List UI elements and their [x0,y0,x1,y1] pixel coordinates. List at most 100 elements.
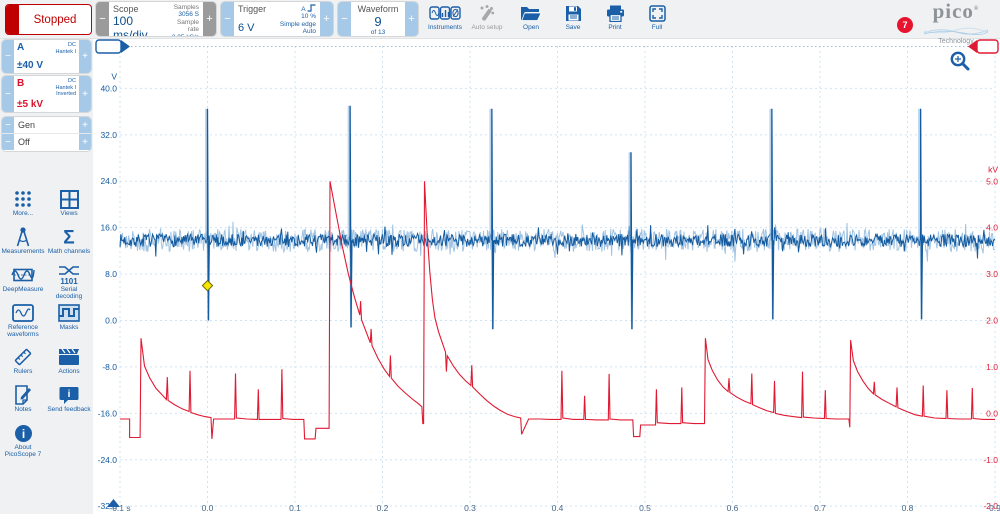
waveform-title: Waveform [358,4,399,14]
channel-b-panel[interactable]: − B DC Hantek I Inverted ±5 kV + [2,76,91,112]
print-button[interactable]: Print [594,3,636,35]
sidebar-item-actions[interactable]: Actions [46,346,92,384]
notification-badge[interactable]: 7 [897,17,913,33]
channel-a-panel[interactable]: − A DC Hantek I ±40 V + [2,40,91,73]
save-button[interactable]: Save [552,3,594,35]
deepmeasure-icon [11,264,35,286]
svg-text:40.0: 40.0 [100,83,117,93]
scope-view[interactable]: V40.032.024.016.08.00.0-8.0-16.0-24.0-32… [93,38,1000,514]
channel-a-spike [921,109,923,320]
trigger-marker[interactable] [202,281,212,291]
scope-title: Scope [113,4,167,14]
channel-b-increase-button[interactable]: + [79,76,91,112]
svg-text:-8.0: -8.0 [102,362,117,372]
notes-icon [14,384,32,406]
sidebar-item-reference-waveforms[interactable]: Reference waveforms [0,302,46,346]
toolbar: Stopped − Scope 100 ms/div Samples 3056 … [0,0,1000,39]
channel-a-coupling: DC [68,42,76,48]
svg-text:2.0: 2.0 [986,316,998,326]
svg-text:4.0: 4.0 [986,223,998,233]
sidebar-item-more[interactable]: More... [0,188,46,226]
svg-text:0.3: 0.3 [464,503,476,513]
logo-waves [924,27,988,35]
trigger-decrease-button[interactable]: − [221,2,234,36]
ruler-icon [13,346,33,368]
zoom-tool-icon[interactable] [952,53,968,69]
stopped-indicator [6,5,19,34]
channel-b-probe: Hantek I [56,85,76,91]
sidebar-item-rulers[interactable]: Rulers [0,346,46,384]
trigger-increase-button[interactable]: + [320,2,333,36]
channel-b-mode: Inverted [56,91,76,97]
registered-mark: ® [974,6,979,12]
channel-a-axis-arrow[interactable] [121,40,130,53]
channel-a-spike [772,109,774,320]
sidebar-item-views[interactable]: Views [46,188,92,226]
waveform-plot[interactable]: V40.032.024.016.08.00.0-8.0-16.0-24.0-32… [93,38,1000,514]
svg-text:0.0: 0.0 [105,316,117,326]
trigger-sweep: Auto [280,28,316,35]
auto-setup-wand-icon [478,3,496,23]
serial-decoding-icon: 1101 [57,264,81,286]
sidebar-item-serial-decoding[interactable]: 1101Serial decoding [46,264,92,302]
sigma-icon: Σ [60,226,78,248]
svg-text:Σ: Σ [63,228,74,248]
stopped-button[interactable]: Stopped [5,4,92,35]
full-screen-button[interactable]: Full [636,3,678,35]
open-button[interactable]: Open [510,3,552,35]
sidebar-item-deepmeasure[interactable]: DeepMeasure [0,264,46,302]
channel-b-coupling: DC [68,78,76,84]
channel-b-decrease-button[interactable]: − [2,76,14,112]
trigger-panel: − Trigger 6 V A 10 % Simple edge Auto + [221,2,333,36]
auto-setup-button[interactable]: Auto setup [466,3,508,35]
reference-waveforms-icon [12,302,34,324]
gen-state-increase-button[interactable]: + [79,134,91,150]
gen-state-decrease-button[interactable]: − [2,134,14,150]
svg-text:0.8: 0.8 [902,503,914,513]
time-axis-labels: -0.1 s0.00.10.20.30.40.50.60.70.80.9 [109,503,1000,513]
channel-b-name: B [17,78,24,98]
actions-clapper-icon [58,346,80,368]
sample-rate-label: Sample rate [167,19,199,34]
channel-a-axis-handle[interactable] [96,40,121,53]
instruments-button[interactable]: Instruments [424,3,466,35]
open-folder-icon [520,3,542,23]
scope-panel: − Scope 100 ms/div Samples 3056 S Sample… [96,2,216,36]
sidebar-item-measurements[interactable]: Measurements [0,226,46,264]
trigger-level-value: 6 V [238,22,266,34]
sidebar-item-notes[interactable]: Notes [0,384,46,422]
scope-decrease-button[interactable]: − [96,2,109,36]
sidebar-item-about[interactable]: iAbout PicoScope 7 [0,422,46,468]
views-icon [60,188,79,210]
svg-text:-1.0: -1.0 [983,455,998,465]
full-screen-icon [649,3,666,23]
channel-a-increase-button[interactable]: + [79,40,91,73]
trigger-mode: Simple edge [280,21,316,28]
samples-label: Samples [167,4,199,11]
gen-increase-button[interactable]: + [79,117,91,133]
channel-b-trace [120,181,995,439]
measurements-compass-icon [14,226,32,248]
sidebar-item-masks[interactable]: Masks [46,302,92,346]
channel-a-decrease-button[interactable]: − [2,40,14,73]
svg-text:0.0: 0.0 [986,408,998,418]
generator-panel[interactable]: − Gen + − Off + [2,117,91,151]
waveform-next-button[interactable]: + [405,2,418,36]
svg-text:5.0: 5.0 [986,176,998,186]
svg-text:0.4: 0.4 [552,503,564,513]
waveform-previous-button[interactable]: − [338,2,351,36]
sidebar-item-send-feedback[interactable]: iSend feedback [46,384,92,422]
svg-text:V: V [111,71,117,81]
svg-text:0.7: 0.7 [814,503,826,513]
channel-a-spike [350,106,352,328]
scope-increase-button[interactable]: + [203,2,216,36]
gen-decrease-button[interactable]: − [2,117,14,133]
svg-text:0.0: 0.0 [202,503,214,513]
svg-text:-16.0: -16.0 [98,408,118,418]
sidebar-item-math-channels[interactable]: ΣMath channels [46,226,92,264]
svg-text:i: i [21,427,24,441]
pico-logo: pico® Technology [916,1,996,45]
right-axis-labels: kV5.04.03.02.01.00.0-1.0-2.0 [983,164,998,511]
save-floppy-icon [565,3,582,23]
sidebar: − A DC Hantek I ±40 V + − B DC Hantek I … [0,38,94,514]
